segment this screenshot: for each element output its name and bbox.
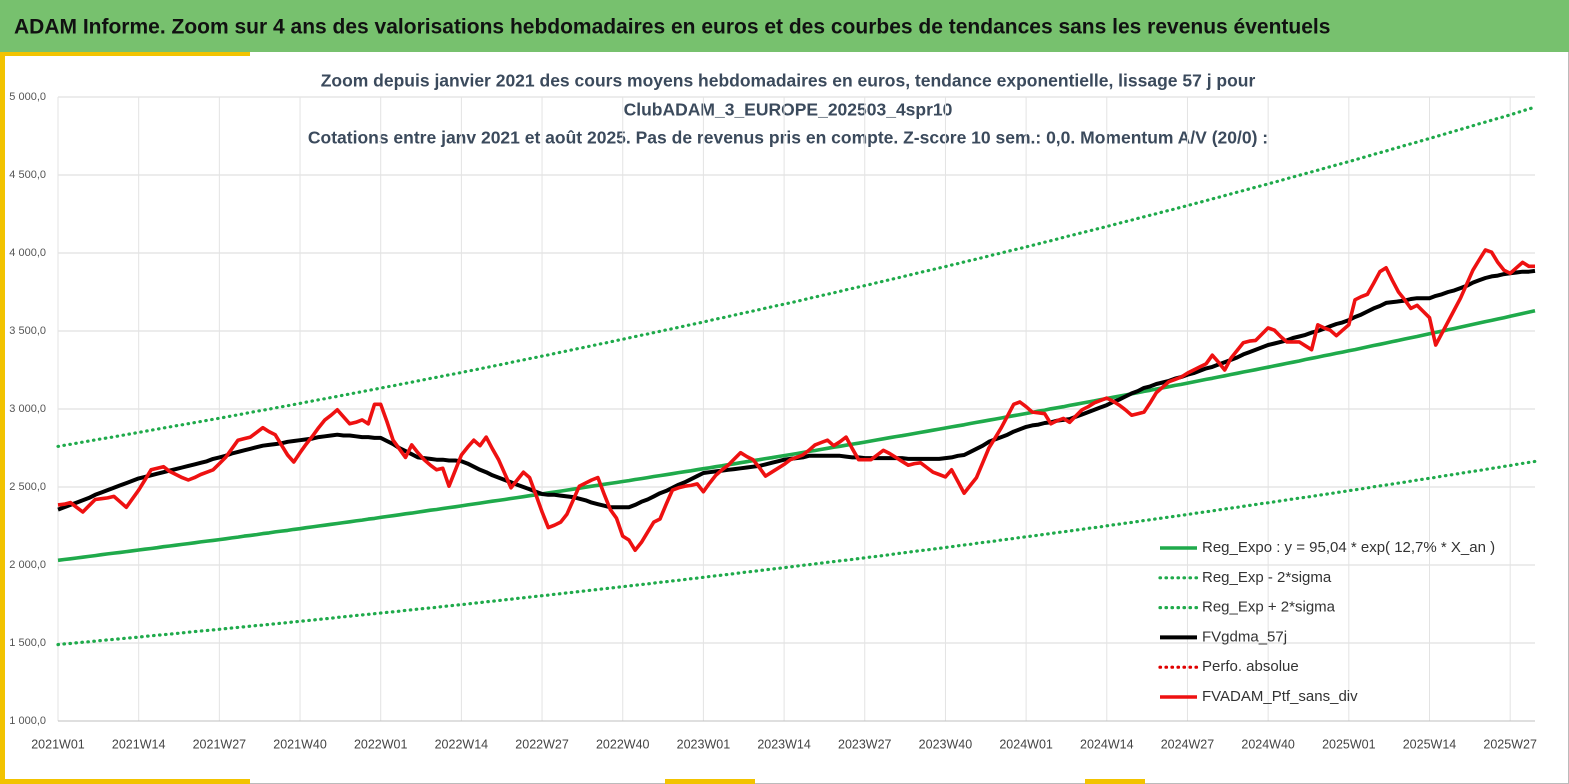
x-tick-label: 2025W27 bbox=[1483, 737, 1537, 751]
series-line bbox=[57, 308, 1536, 563]
accent bbox=[0, 52, 250, 56]
x-tick-label: 2024W01 bbox=[999, 737, 1053, 751]
legend-label: Reg_Expo : y = 95,04 * exp( 12,7% * X_an… bbox=[1202, 539, 1495, 556]
y-tick-label: 4 000,0 bbox=[9, 247, 46, 259]
header-title: ADAM Informe. Zoom sur 4 ans des valoris… bbox=[14, 16, 1330, 39]
legend-label: Reg_Exp + 2*sigma bbox=[1202, 599, 1336, 616]
x-tick-label: 2023W01 bbox=[677, 737, 731, 751]
x-tick-label: 2023W40 bbox=[919, 737, 973, 751]
y-tick-label: 1 000,0 bbox=[9, 715, 46, 727]
legend-label: Perfo. absolue bbox=[1202, 658, 1299, 675]
x-tick-label: 2022W27 bbox=[515, 737, 569, 751]
chart-title: Zoom depuis janvier 2021 des cours moyen… bbox=[321, 71, 1256, 91]
y-tick-label: 5 000,0 bbox=[9, 91, 46, 103]
x-tick-label: 2023W14 bbox=[757, 737, 811, 751]
x-tick-label: 2024W14 bbox=[1080, 737, 1134, 751]
x-tick-label: 2025W14 bbox=[1403, 737, 1457, 751]
accent bbox=[0, 52, 5, 784]
x-tick-label: 2022W40 bbox=[596, 737, 650, 751]
accent bbox=[1085, 779, 1145, 784]
chart-title: Cotations entre janv 2021 et août 2025. … bbox=[308, 128, 1268, 148]
y-tick-label: 2 500,0 bbox=[9, 481, 46, 493]
legend-label: FVgdma_57j bbox=[1202, 628, 1287, 645]
accent bbox=[665, 779, 755, 784]
legend-label: FVADAM_Ptf_sans_div bbox=[1202, 688, 1358, 705]
y-tick-label: 1 500,0 bbox=[9, 637, 46, 649]
series-line bbox=[57, 248, 1535, 552]
series-line bbox=[56, 105, 1537, 448]
y-tick-label: 3 500,0 bbox=[9, 325, 46, 337]
x-tick-label: 2021W14 bbox=[112, 737, 166, 751]
x-tick-label: 2025W01 bbox=[1322, 737, 1376, 751]
y-tick-label: 4 500,0 bbox=[9, 169, 46, 181]
y-tick-label: 2 000,0 bbox=[9, 559, 46, 571]
header-bar bbox=[0, 0, 1569, 52]
x-tick-label: 2021W01 bbox=[31, 737, 85, 751]
x-tick-label: 2022W14 bbox=[435, 737, 489, 751]
series-line bbox=[56, 459, 1537, 647]
x-tick-label: 2021W27 bbox=[193, 737, 247, 751]
chart-title: ClubADAM_3_EUROPE_202503_4spr10 bbox=[624, 100, 953, 120]
x-tick-label: 2024W40 bbox=[1241, 737, 1295, 751]
x-tick-label: 2021W40 bbox=[273, 737, 327, 751]
y-tick-label: 3 000,0 bbox=[9, 403, 46, 415]
accent bbox=[0, 779, 250, 784]
x-tick-label: 2023W27 bbox=[838, 737, 892, 751]
x-tick-label: 2024W27 bbox=[1161, 737, 1215, 751]
x-tick-label: 2022W01 bbox=[354, 737, 408, 751]
legend-label: Reg_Exp - 2*sigma bbox=[1202, 569, 1332, 586]
